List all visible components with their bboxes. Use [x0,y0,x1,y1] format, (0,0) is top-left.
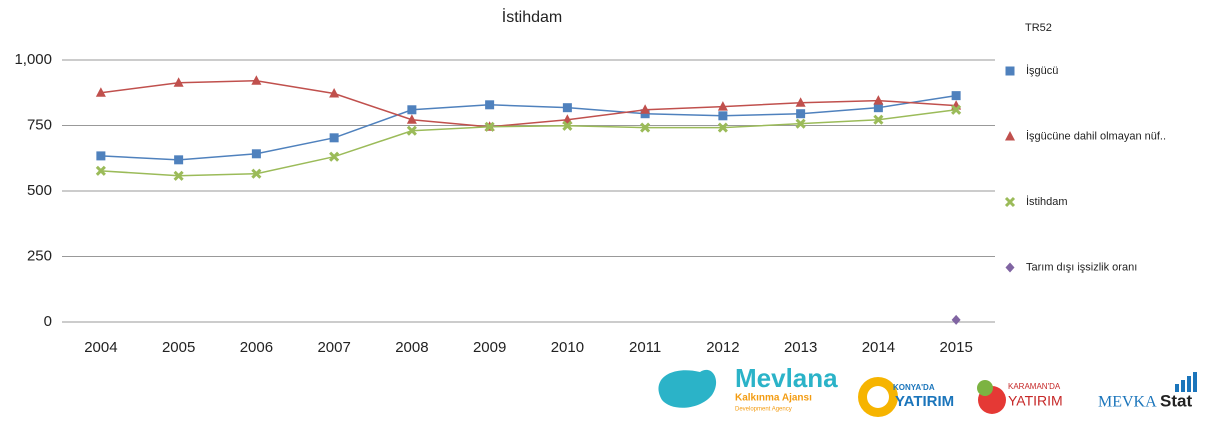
logo-icon [1193,372,1197,392]
chart-title: İstihdam [502,7,562,26]
logo-text: YATIRIM [895,393,954,410]
marker [1004,196,1016,208]
marker [640,104,651,114]
marker [484,121,495,132]
marker [329,151,340,162]
x-tick-label: 2009 [473,339,506,356]
marker [873,95,884,105]
legend-label: Tarım dışı işsizlik oranı [1026,261,1137,273]
marker [406,125,417,136]
marker [717,101,728,111]
marker [951,91,961,101]
marker [562,103,572,113]
marker [95,165,106,176]
marker [718,111,728,121]
x-tick-label: 2011 [629,339,661,356]
marker [173,170,184,181]
legend-label: İşgücü [1026,64,1058,77]
marker [951,314,961,325]
logo-icon [867,386,889,408]
logo-icon [977,380,993,396]
x-tick-label: 2014 [862,339,895,356]
legend-label: İstihdam [1026,195,1068,208]
logo-icon [1181,380,1185,392]
marker [1005,131,1015,141]
y-tick-label: 1,000 [14,51,52,68]
x-tick-label: 2006 [240,339,273,356]
marker [251,168,262,179]
logo-text: KARAMAN'DA [1008,382,1061,391]
series-line [100,109,957,177]
series-line [100,94,957,161]
marker [1005,66,1015,76]
x-tick-label: 2004 [84,339,117,356]
y-tick-label: 500 [27,182,52,199]
y-tick-label: 750 [27,116,52,133]
x-tick-label: 2012 [706,339,739,356]
logo-text: KONYA'DA [893,383,935,392]
marker [329,88,340,98]
marker [329,133,339,143]
logo-icon [658,369,717,408]
x-tick-label: 2005 [162,339,195,356]
logo-text: MEVKA [1098,394,1157,411]
legend-label: İşgücüne dahil olmayan nüf.. [1026,129,1166,142]
marker [407,105,417,115]
logo-icon [1175,384,1179,392]
logo-text: Kalkınma Ajansı [735,393,812,404]
marker [640,122,651,133]
marker [873,103,883,113]
marker [174,155,184,165]
marker [96,151,106,161]
x-tick-label: 2008 [395,339,428,356]
marker [406,114,417,124]
logo-text: Mevlana [735,363,838,393]
marker [173,77,184,87]
legend-title: TR52 [1025,22,1052,34]
marker [796,109,806,119]
logo-text: Development Agency [735,407,792,413]
logos: Mevlana Kalkınma Ajansı Development Agen… [658,363,1197,417]
marker [717,122,728,133]
logo-text: YATIRIM [1008,393,1063,409]
marker [95,87,106,97]
x-tick-label: 2010 [551,339,584,356]
marker [951,104,962,115]
y-tick-label: 0 [44,313,52,330]
x-tick-label: 2015 [939,339,972,356]
marker [795,97,806,107]
marker [1005,262,1015,273]
series-line [100,79,957,128]
marker [251,75,262,85]
marker [562,120,573,131]
x-tick-label: 2013 [784,339,817,356]
logo-icon [1187,376,1191,392]
y-tick-label: 250 [27,247,52,264]
x-tick-label: 2007 [317,339,350,356]
marker [251,149,261,159]
marker [873,114,884,125]
marker [795,118,806,129]
logo-text: Stat [1160,391,1192,410]
marker [485,100,495,110]
